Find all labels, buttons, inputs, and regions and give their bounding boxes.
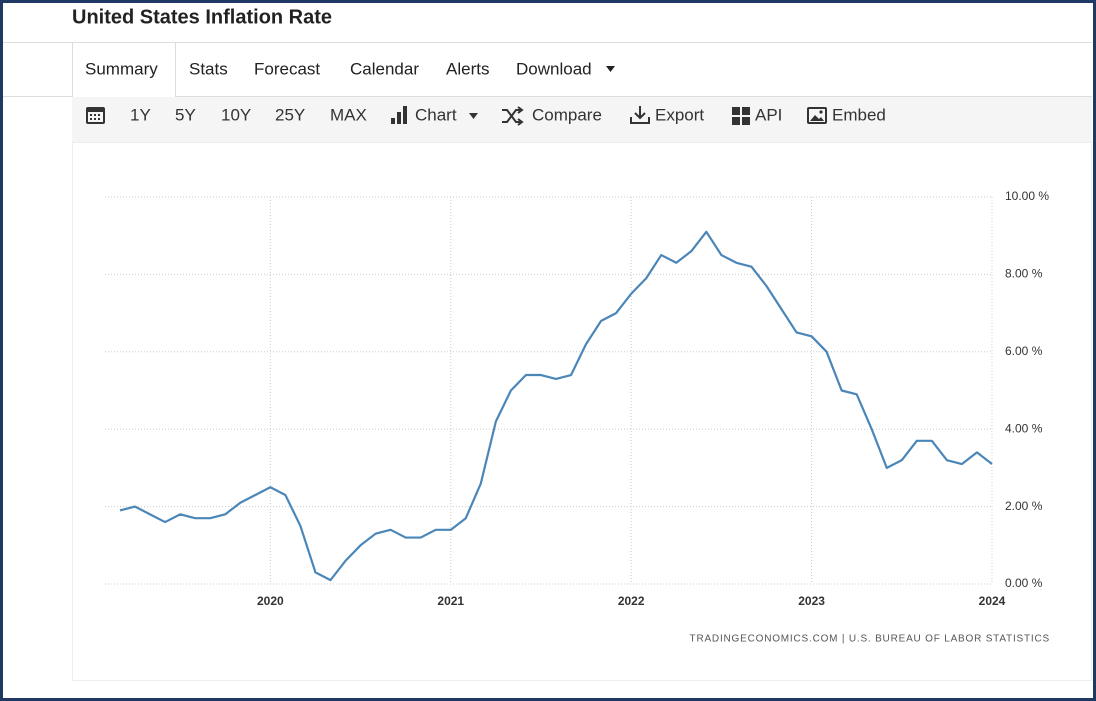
plot: 0.00 % 2.00 % 4.00 % 6.00 % 8.00 % 10.00 % 202… <box>105 189 1049 608</box>
range-button[interactable]: 5Y <box>175 105 196 124</box>
x-tick-label: 2023 <box>798 594 825 608</box>
compare-button[interactable]: Compare <box>532 105 602 124</box>
tab[interactable]: Forecast <box>254 59 320 78</box>
tab[interactable]: Calendar <box>350 59 419 78</box>
export-button[interactable]: Export <box>655 105 704 124</box>
range-button[interactable]: 10Y <box>221 105 251 124</box>
range-button[interactable]: 1Y <box>130 105 151 124</box>
tab[interactable]: Download <box>516 59 592 78</box>
compare-icon <box>502 106 524 126</box>
tab[interactable]: Summary <box>85 59 158 78</box>
y-tick-label: 6.00 % <box>1005 344 1043 358</box>
range-button[interactable]: 25Y <box>275 105 305 124</box>
x-tick-label: 2020 <box>257 594 284 608</box>
y-tick-label: 2.00 % <box>1005 499 1043 513</box>
y-tick-label: 8.00 % <box>1005 267 1043 281</box>
toolbar <box>72 97 1092 142</box>
chart-button[interactable]: Chart <box>415 105 457 124</box>
range-button[interactable]: MAX <box>330 105 367 124</box>
chart-icon <box>391 106 407 124</box>
api-button[interactable]: API <box>755 105 782 124</box>
x-tick-label: 2021 <box>437 594 464 608</box>
x-tick-label: 2022 <box>618 594 645 608</box>
y-tick-label: 0.00 % <box>1005 576 1043 590</box>
caret <box>469 113 478 119</box>
api-icon <box>732 107 750 125</box>
tab[interactable]: Stats <box>189 59 228 78</box>
y-tick-label: 4.00 % <box>1005 421 1043 435</box>
line-series <box>119 230 993 582</box>
tab[interactable]: Alerts <box>446 59 489 78</box>
source: TRADINGECONOMICS.COM | U.S. BUREAU OF LA… <box>690 634 1050 645</box>
embed-button[interactable]: Embed <box>832 105 886 124</box>
page-title: United States Inflation Rate <box>72 6 332 28</box>
caret <box>606 66 615 72</box>
embed-icon <box>807 107 827 124</box>
active-tab <box>72 42 176 97</box>
chart-panel <box>72 142 1092 681</box>
x-tick-label: 2024 <box>979 594 1006 608</box>
calendar-icon[interactable] <box>86 107 105 124</box>
y-tick-label: 10.00 % <box>1005 189 1049 203</box>
export-icon <box>630 106 650 124</box>
